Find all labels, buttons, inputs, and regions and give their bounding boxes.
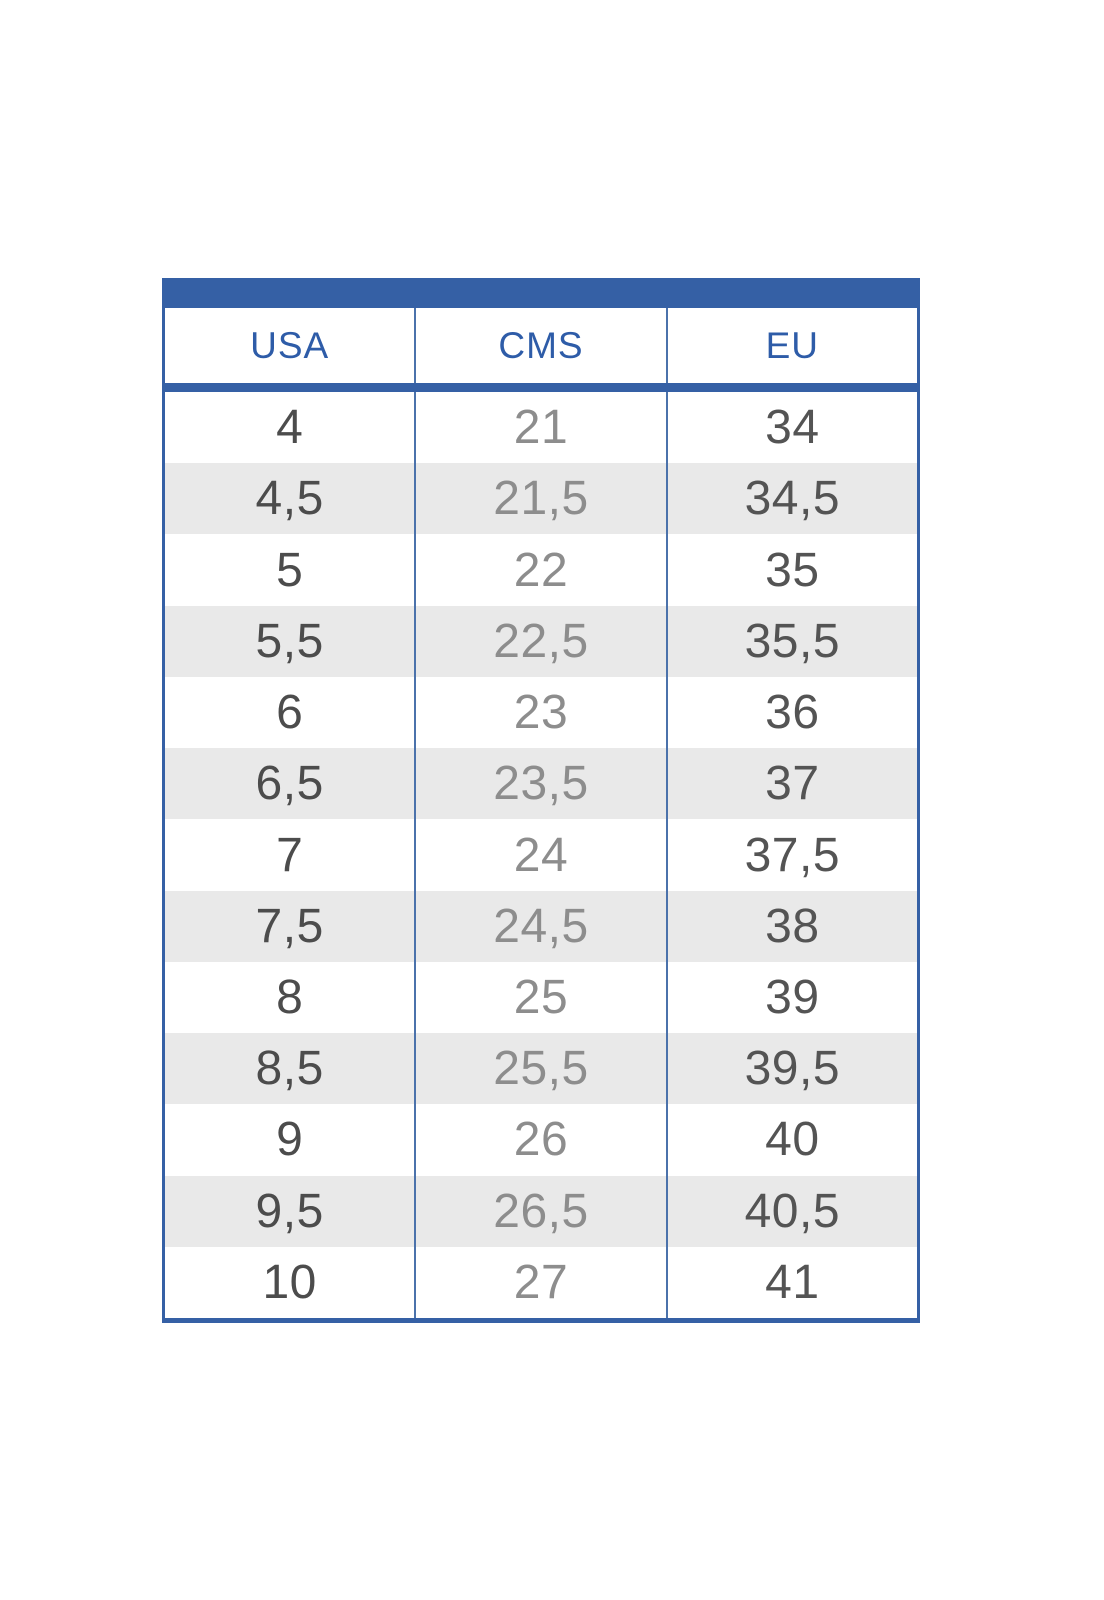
table-body: 4 21 34 4,5 21,5 34,5 5 22 35 5,5 22,5 35,5 6 23 36 6,5… — [165, 392, 917, 1319]
cell-cms: 22,5 — [416, 605, 668, 677]
cell-usa: 5,5 — [165, 605, 417, 677]
cell-usa: 10 — [165, 1246, 417, 1319]
column-header-usa: USA — [165, 308, 417, 383]
table-header-row: USA CMS EU — [165, 308, 917, 383]
cell-eu: 40 — [765, 1113, 820, 1167]
cell-usa: 9,5 — [165, 1175, 417, 1247]
cell-eu: 37 — [765, 757, 820, 811]
cell-usa: 7,5 — [165, 890, 417, 962]
table-row: 8 25 39 — [165, 961, 917, 1034]
table-row: 7 24 37,5 — [165, 819, 917, 891]
size-conversion-table: USA CMS EU 4 21 34 4,5 21,5 34,5 5 22 35 5,5 22,5 3… — [162, 278, 920, 1323]
table-row: 9 26 40 — [165, 1104, 917, 1176]
cell-eu: 36 — [765, 686, 820, 740]
cell-cms: 23 — [416, 676, 668, 749]
table-row: 10 27 41 — [165, 1246, 917, 1319]
cell-eu: 34 — [765, 401, 820, 455]
cell-cms: 21 — [416, 392, 668, 464]
table-row: 5,5 22,5 35,5 — [165, 605, 917, 677]
table-row: 9,5 26,5 40,5 — [165, 1175, 917, 1247]
cell-usa: 4 — [165, 392, 417, 464]
cell-eu: 39 — [765, 970, 820, 1024]
table-row: 5 22 35 — [165, 534, 917, 606]
cell-eu: 37,5 — [744, 828, 841, 882]
cell-eu: 40,5 — [744, 1184, 841, 1238]
cell-cms: 26,5 — [416, 1175, 668, 1247]
cell-eu: 39,5 — [744, 1042, 841, 1096]
cell-cms: 24 — [416, 819, 668, 891]
cell-eu: 38 — [765, 899, 820, 953]
column-header-cms: CMS — [416, 308, 668, 383]
cell-eu: 41 — [765, 1255, 820, 1309]
cell-usa: 4,5 — [165, 463, 417, 535]
cell-cms: 26 — [416, 1104, 668, 1176]
table-row: 6 23 36 — [165, 676, 917, 749]
cell-eu: 35,5 — [744, 614, 841, 668]
table-top-bar — [162, 278, 920, 308]
cell-usa: 8,5 — [165, 1033, 417, 1105]
cell-usa: 9 — [165, 1104, 417, 1176]
cell-eu: 34,5 — [744, 472, 841, 526]
cell-cms: 25,5 — [416, 1033, 668, 1105]
table-row: 8,5 25,5 39,5 — [165, 1033, 917, 1105]
table-row: 4 21 34 — [165, 392, 917, 464]
column-header-eu: EU — [765, 324, 820, 366]
table-row: 4,5 21,5 34,5 — [165, 463, 917, 535]
cell-cms: 21,5 — [416, 463, 668, 535]
cell-usa: 6 — [165, 676, 417, 749]
cell-eu: 35 — [765, 543, 820, 597]
cell-usa: 8 — [165, 961, 417, 1034]
header-divider — [162, 383, 920, 392]
table-row: 6,5 23,5 37 — [165, 748, 917, 820]
cell-cms: 25 — [416, 961, 668, 1034]
table-row: 7,5 24,5 38 — [165, 890, 917, 962]
cell-cms: 23,5 — [416, 748, 668, 820]
cell-usa: 6,5 — [165, 748, 417, 820]
cell-cms: 22 — [416, 534, 668, 606]
cell-usa: 7 — [165, 819, 417, 891]
cell-usa: 5 — [165, 534, 417, 606]
cell-cms: 27 — [416, 1246, 668, 1319]
cell-cms: 24,5 — [416, 890, 668, 962]
